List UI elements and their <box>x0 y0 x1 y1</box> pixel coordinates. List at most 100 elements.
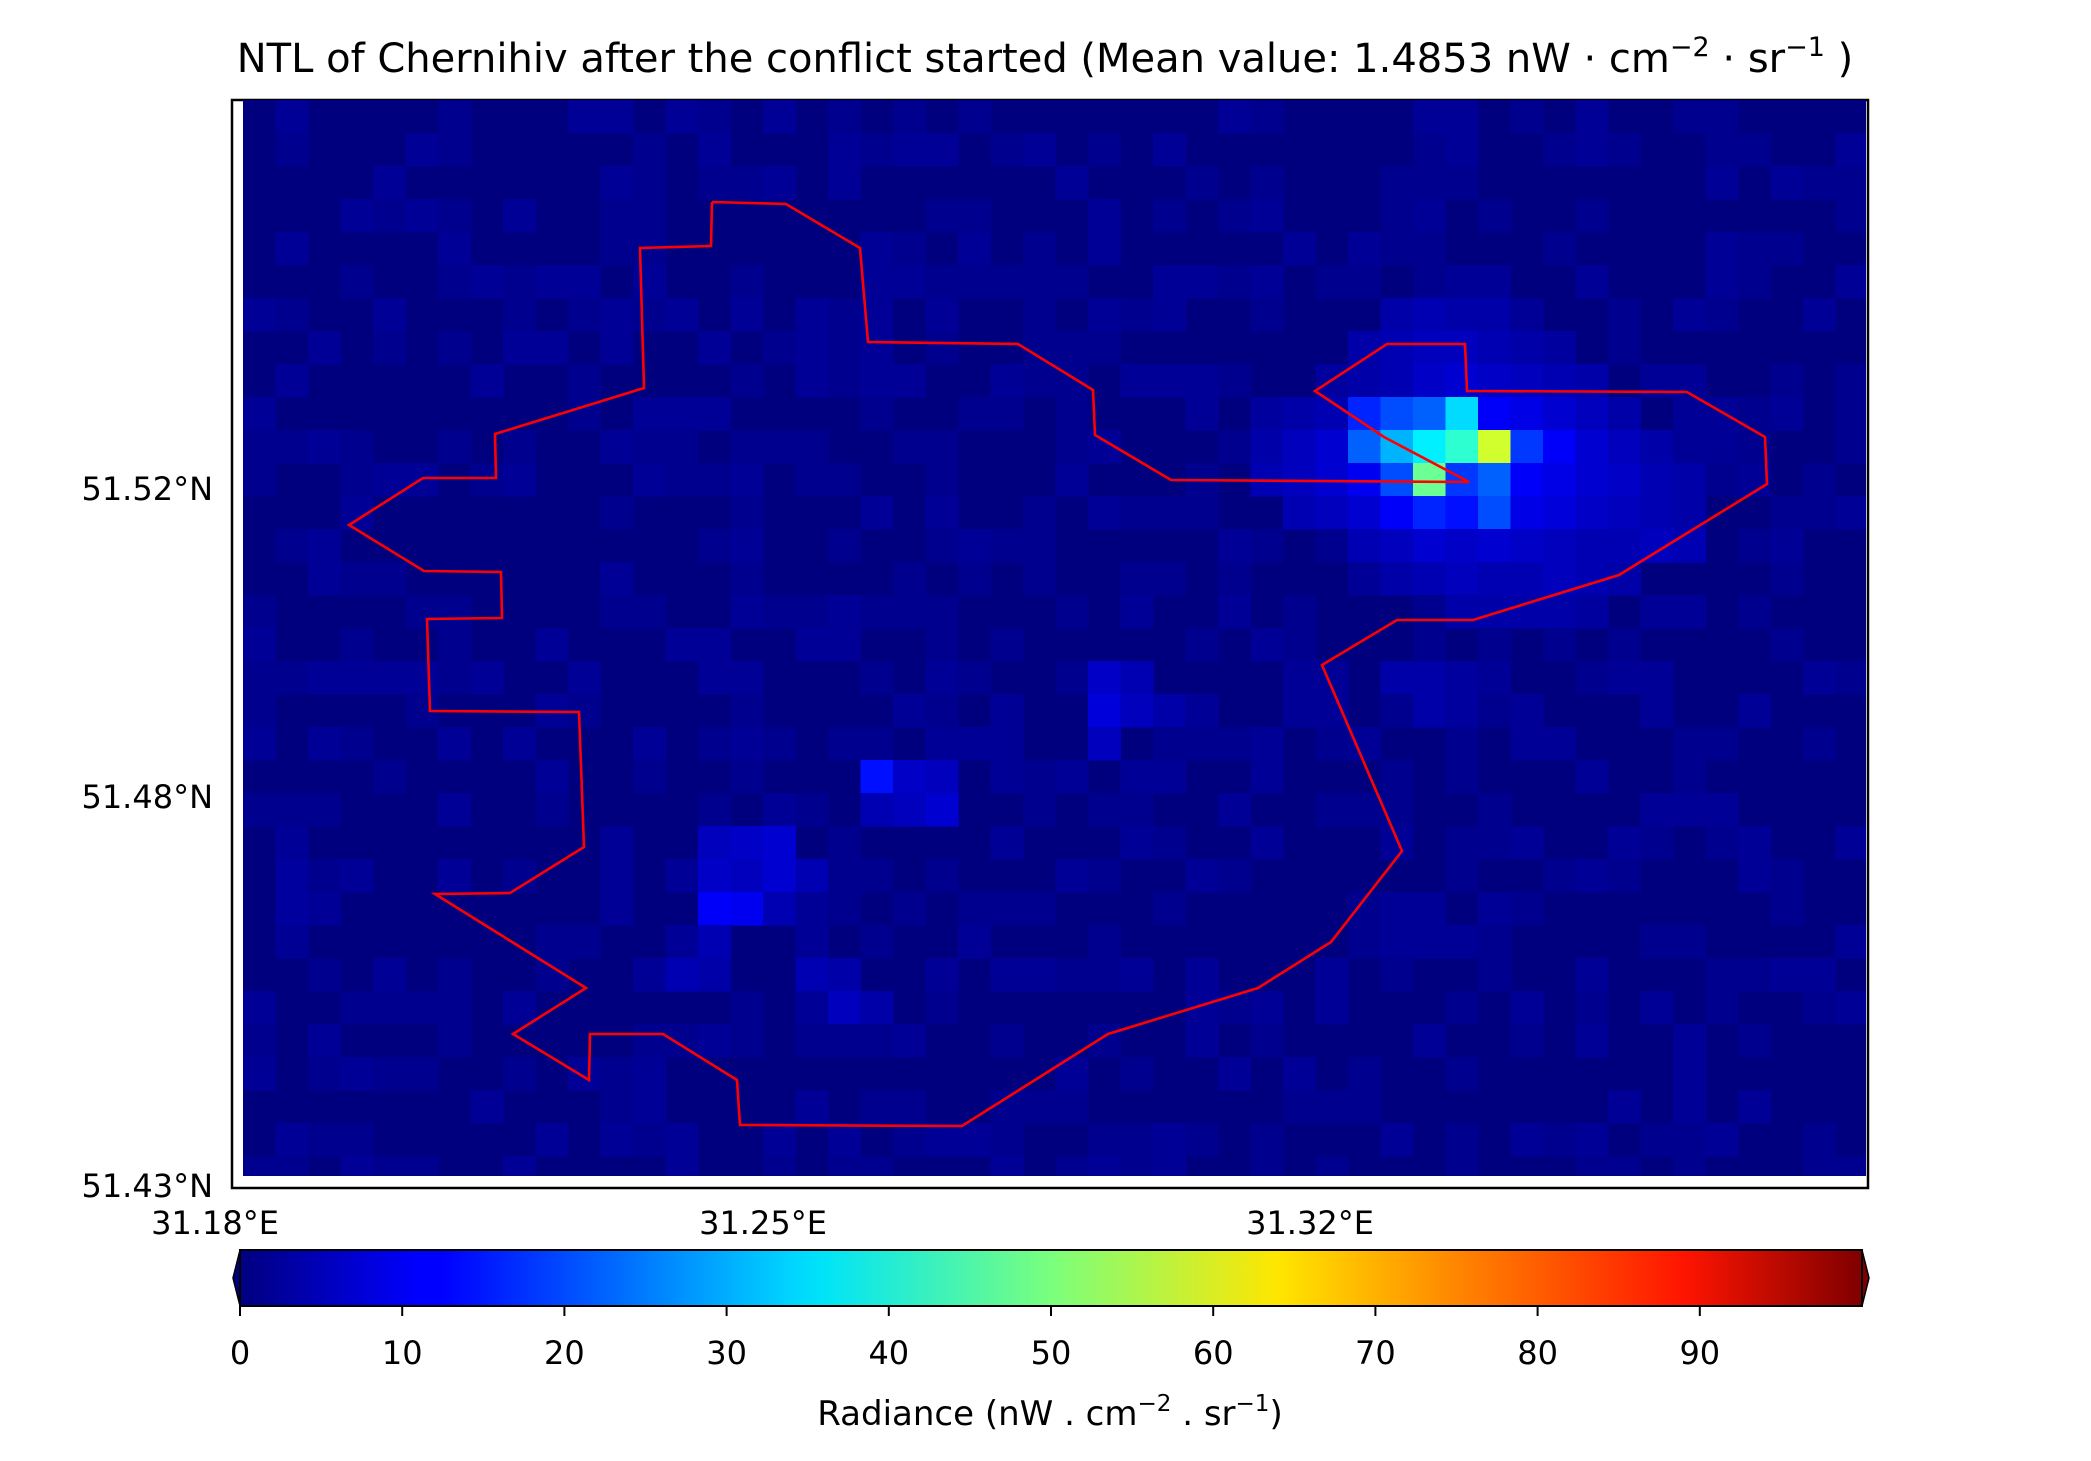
radiance-pixel <box>828 1156 862 1176</box>
radiance-pixel <box>1413 430 1447 464</box>
radiance-pixel <box>1738 1024 1772 1058</box>
radiance-pixel <box>1218 364 1252 398</box>
radiance-pixel <box>275 298 309 332</box>
radiance-pixel <box>275 661 309 695</box>
radiance-pixel <box>730 496 764 530</box>
radiance-pixel <box>243 661 277 695</box>
radiance-pixel <box>665 958 699 992</box>
radiance-pixel <box>1673 397 1707 431</box>
radiance-pixel <box>1673 793 1707 827</box>
radiance-pixel <box>243 1024 277 1058</box>
radiance-pixel <box>958 100 992 134</box>
radiance-pixel <box>1608 1090 1642 1124</box>
radiance-pixel <box>1348 925 1382 959</box>
radiance-pixel <box>1445 760 1479 794</box>
radiance-pixel <box>1510 694 1544 728</box>
radiance-pixel <box>1608 562 1642 596</box>
radiance-pixel <box>860 991 894 1025</box>
radiance-pixel <box>1608 661 1642 695</box>
radiance-pixel <box>828 991 862 1025</box>
radiance-pixel <box>1023 331 1057 365</box>
radiance-pixel <box>308 430 342 464</box>
radiance-pixel <box>1445 463 1479 497</box>
radiance-pixel <box>1413 166 1447 200</box>
radiance-pixel <box>633 595 667 629</box>
radiance-pixel <box>1445 859 1479 893</box>
radiance-pixel <box>1088 1024 1122 1058</box>
radiance-pixel <box>1055 430 1089 464</box>
radiance-pixel <box>1575 199 1609 233</box>
radiance-pixel <box>1835 364 1866 398</box>
radiance-pixel <box>1153 133 1187 167</box>
radiance-pixel <box>503 991 537 1025</box>
radiance-pixel <box>1608 298 1642 332</box>
radiance-pixel <box>990 529 1024 563</box>
radiance-pixel <box>1348 265 1382 299</box>
radiance-pixel <box>925 298 959 332</box>
radiance-pixel <box>893 133 927 167</box>
radiance-pixel <box>763 892 797 926</box>
radiance-pixel <box>340 463 374 497</box>
radiance-pixel <box>1803 463 1837 497</box>
radiance-pixel <box>600 232 634 266</box>
radiance-pixel <box>1088 199 1122 233</box>
colorbar-tick-label: 70 <box>1355 1334 1396 1372</box>
radiance-pixel <box>340 199 374 233</box>
radiance-pixel <box>730 727 764 761</box>
radiance-pixel <box>1478 364 1512 398</box>
radiance-pixel <box>438 232 472 266</box>
radiance-pixel <box>1543 595 1577 629</box>
radiance-pixel <box>1185 496 1219 530</box>
radiance-pixel <box>1673 298 1707 332</box>
radiance-pixel <box>925 331 959 365</box>
radiance-pixel <box>1575 595 1609 629</box>
radiance-pixel <box>730 463 764 497</box>
radiance-pixel <box>763 595 797 629</box>
radiance-pixel <box>1640 430 1674 464</box>
radiance-pixel <box>1445 430 1479 464</box>
radiance-pixel <box>1673 463 1707 497</box>
radiance-pixel <box>958 727 992 761</box>
radiance-pixel <box>1023 133 1057 167</box>
radiance-pixel <box>1413 628 1447 662</box>
radiance-pixel <box>1478 529 1512 563</box>
radiance-pixel <box>535 1123 569 1157</box>
radiance-pixel <box>795 991 829 1025</box>
radiance-pixel <box>1348 232 1382 266</box>
radiance-pixel <box>1445 265 1479 299</box>
radiance-pixel <box>1543 430 1577 464</box>
radiance-pixel <box>470 463 504 497</box>
colorbar-tick-label: 50 <box>1031 1334 1072 1372</box>
radiance-pixel <box>860 397 894 431</box>
radiance-pixel <box>1218 100 1252 134</box>
radiance-pixel <box>893 562 927 596</box>
radiance-pixel <box>795 298 829 332</box>
radiance-pixel <box>893 1090 927 1124</box>
radiance-pixel <box>1185 694 1219 728</box>
radiance-pixel <box>1738 133 1772 167</box>
radiance-pixel <box>958 265 992 299</box>
radiance-pixel <box>1380 298 1414 332</box>
radiance-pixel <box>1023 760 1057 794</box>
radiance-pixel <box>893 430 927 464</box>
radiance-pixel <box>1413 199 1447 233</box>
radiance-pixel <box>1770 496 1804 530</box>
radiance-pixel <box>665 463 699 497</box>
radiance-pixel <box>1478 958 1512 992</box>
radiance-pixel <box>1120 1156 1154 1176</box>
radiance-pixel <box>1315 1156 1349 1176</box>
radiance-pixel <box>1705 793 1739 827</box>
radiance-pixel <box>568 100 602 134</box>
radiance-pixel <box>243 397 277 431</box>
radiance-pixel <box>600 199 634 233</box>
radiance-pixel <box>665 859 699 893</box>
radiance-pixel <box>340 430 374 464</box>
radiance-pixel <box>763 826 797 860</box>
radiance-pixel <box>1510 991 1544 1025</box>
radiance-pixel <box>828 859 862 893</box>
radiance-pixel <box>1250 1123 1284 1157</box>
radiance-pixel <box>1218 199 1252 233</box>
radiance-pixel <box>1413 661 1447 695</box>
radiance-pixel <box>243 694 277 728</box>
radiance-pixel <box>763 1156 797 1176</box>
